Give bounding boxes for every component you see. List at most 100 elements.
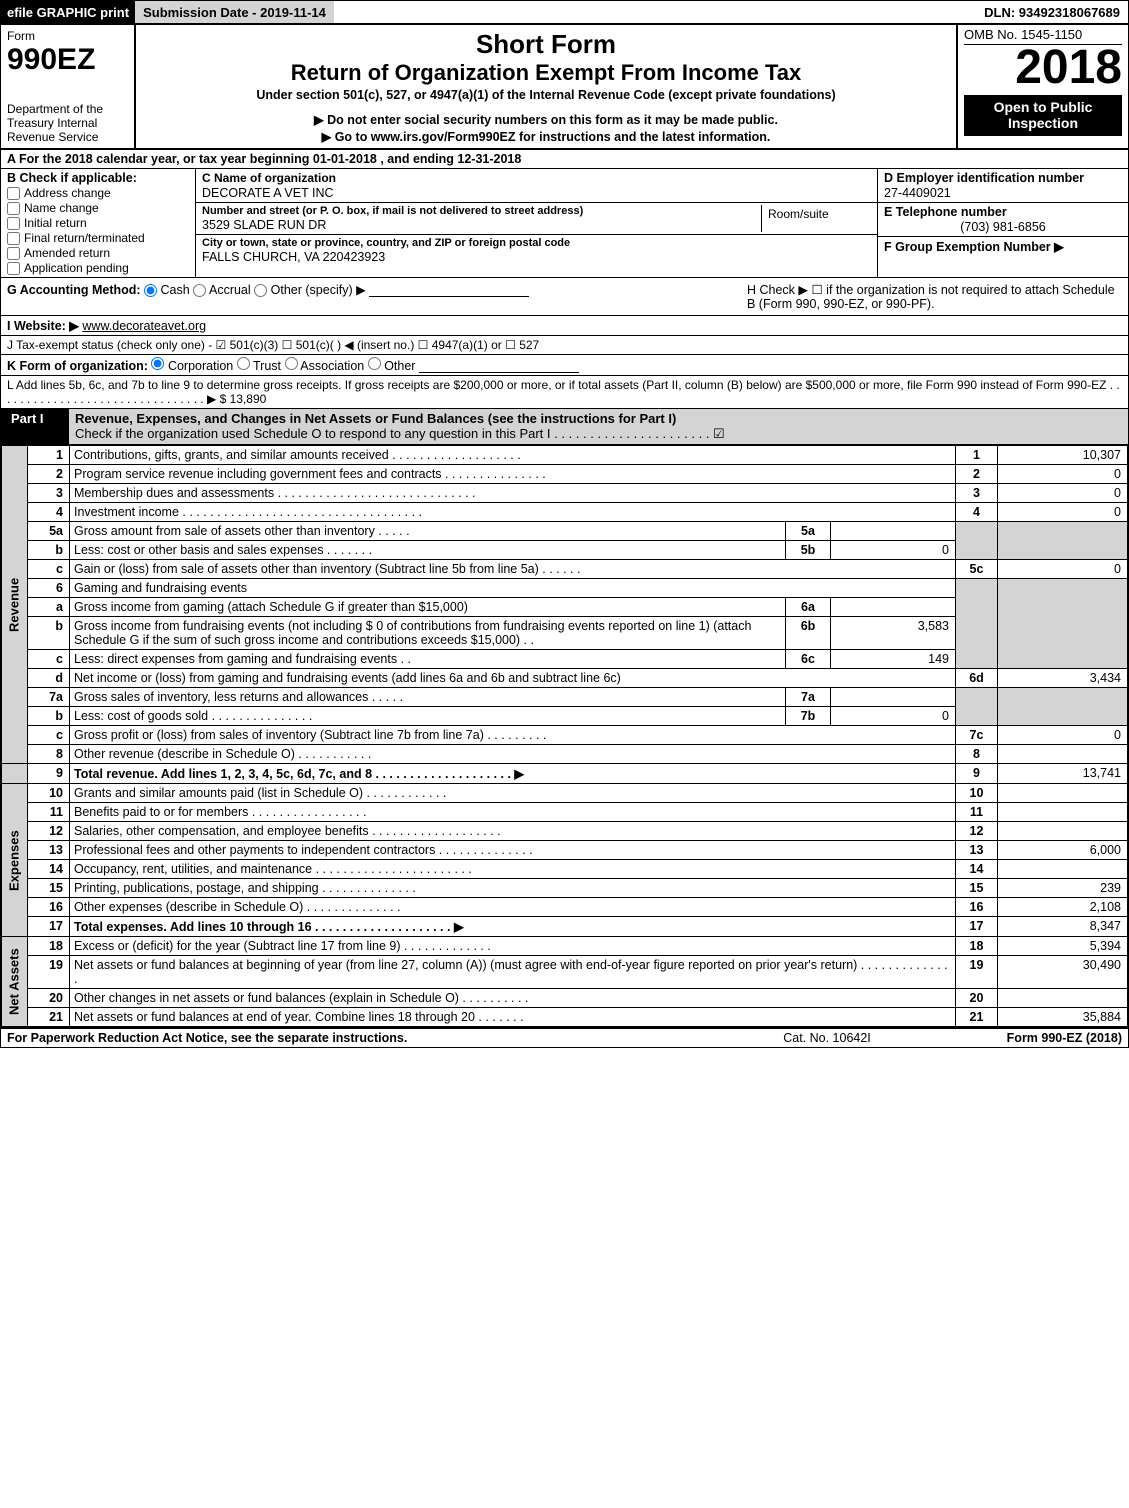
line-4-rval: 0 [998,503,1128,522]
line-21-rval: 35,884 [998,1008,1128,1027]
identity-block: B Check if applicable: Address change Na… [1,169,1128,278]
form-number: 990EZ [7,43,128,77]
line-11-desc: Benefits paid to or for members . . . . … [70,803,956,822]
line-9-rnum: 9 [956,764,998,784]
line-9-num: 9 [28,764,70,784]
row-i-website: I Website: ▶ www.decorateavet.org [1,316,1128,336]
table-row: 17 Total expenses. Add lines 10 through … [2,917,1128,937]
line-12-rnum: 12 [956,822,998,841]
efile-label: efile GRAPHIC print [1,1,135,23]
line-18-desc: Excess or (deficit) for the year (Subtra… [70,937,956,956]
line-8-desc: Other revenue (describe in Schedule O) .… [70,745,956,764]
goto-link[interactable]: ▶ Go to www.irs.gov/Form990EZ for instru… [146,129,946,144]
dln: DLN: 93492318067689 [976,1,1128,23]
line-5c-rval: 0 [998,560,1128,579]
line-7b-iv: 0 [831,707,956,726]
line-17-rval: 8,347 [998,917,1128,937]
line-17-desc: Total expenses. Add lines 10 through 16 … [70,917,956,937]
radio-assoc[interactable]: Association [285,359,365,373]
line-6-num: 6 [28,579,70,598]
table-row: 13 Professional fees and other payments … [2,841,1128,860]
org-name-label: C Name of organization [202,171,871,185]
line-13-rnum: 13 [956,841,998,860]
line-15-rval: 239 [998,879,1128,898]
chk-initial-return[interactable]: Initial return [7,216,189,230]
table-row: Expenses 10 Grants and similar amounts p… [2,784,1128,803]
radio-accrual[interactable]: Accrual [193,283,250,297]
chk-final-return[interactable]: Final return/terminated [7,231,189,245]
line-5b-num: b [28,541,70,560]
shade-7-val [998,688,1128,726]
line-6d-num: d [28,669,70,688]
line-13-num: 13 [28,841,70,860]
line-20-rnum: 20 [956,989,998,1008]
line-13-desc: Professional fees and other payments to … [70,841,956,860]
line-21-num: 21 [28,1008,70,1027]
line-5b-ib: 5b [786,541,831,560]
line-5a-ib: 5a [786,522,831,541]
website-url[interactable]: www.decorateavet.org [82,319,206,333]
chk-app-pending-label: Application pending [24,261,129,275]
table-row: 21 Net assets or fund balances at end of… [2,1008,1128,1027]
catalog-no: Cat. No. 10642I [712,1031,942,1045]
chk-amended[interactable]: Amended return [7,246,189,260]
line-10-num: 10 [28,784,70,803]
line-13-rval: 6,000 [998,841,1128,860]
table-row: Net Assets 18 Excess or (deficit) for th… [2,937,1128,956]
line-18-rval: 5,394 [998,937,1128,956]
line-17-num: 17 [28,917,70,937]
line-17-rnum: 17 [956,917,998,937]
line-6d-rval: 3,434 [998,669,1128,688]
line-19-num: 19 [28,956,70,989]
line-6a-iv [831,598,956,617]
chk-name-change[interactable]: Name change [7,201,189,215]
radio-other[interactable]: Other (specify) ▶ [254,283,366,297]
row-k-org-form: K Form of organization: Corporation Trus… [1,355,1128,376]
table-row: c Gross profit or (loss) from sales of i… [2,726,1128,745]
line-6b-ib: 6b [786,617,831,650]
city-label: City or town, state or province, country… [202,237,871,249]
chk-address-change[interactable]: Address change [7,186,189,200]
website-label: I Website: ▶ [7,319,79,333]
line-4-num: 4 [28,503,70,522]
line-16-desc: Other expenses (describe in Schedule O) … [70,898,956,917]
table-row: 5a Gross amount from sale of assets othe… [2,522,1128,541]
table-row: 14 Occupancy, rent, utilities, and maint… [2,860,1128,879]
chk-initial-return-label: Initial return [24,216,87,230]
line-15-rnum: 15 [956,879,998,898]
line-12-num: 12 [28,822,70,841]
street-label: Number and street (or P. O. box, if mail… [202,205,757,217]
radio-other-label: Other (specify) ▶ [271,283,366,297]
line-7a-desc: Gross sales of inventory, less returns a… [70,688,786,707]
street: 3529 SLADE RUN DR [202,218,757,232]
row-j-tax-exempt: J Tax-exempt status (check only one) - ☑… [1,336,1128,355]
radio-trust[interactable]: Trust [237,359,281,373]
ein-row: D Employer identification number 27-4409… [878,169,1128,203]
chk-app-pending[interactable]: Application pending [7,261,189,275]
part-i-header: Part I Revenue, Expenses, and Changes in… [1,409,1128,445]
line-8-rnum: 8 [956,745,998,764]
line-6c-desc: Less: direct expenses from gaming and fu… [70,650,786,669]
shade-6 [956,579,998,669]
subtitle: Under section 501(c), 527, or 4947(a)(1)… [146,88,946,102]
line-7b-ib: 7b [786,707,831,726]
line-20-rval [998,989,1128,1008]
return-title: Return of Organization Exempt From Incom… [146,60,946,86]
col-c: C Name of organization DECORATE A VET IN… [196,169,878,277]
org-name-row: C Name of organization DECORATE A VET IN… [196,169,877,203]
radio-corp[interactable]: Corporation [151,359,233,373]
radio-cash[interactable]: Cash [144,283,190,297]
line-5a-desc: Gross amount from sale of assets other t… [70,522,786,541]
other-specify-line[interactable] [369,283,529,297]
table-row: 7a Gross sales of inventory, less return… [2,688,1128,707]
radio-other-org[interactable]: Other [368,359,416,373]
radio-assoc-label: Association [300,359,364,373]
line-20-num: 20 [28,989,70,1008]
side-revenue-end [2,764,28,784]
line-7c-desc: Gross profit or (loss) from sales of inv… [70,726,956,745]
row-l-gross-receipts: L Add lines 5b, 6c, and 7b to line 9 to … [1,376,1128,409]
other-org-line[interactable] [419,359,579,373]
part-i-check: Check if the organization used Schedule … [75,426,725,441]
phone-label: E Telephone number [884,205,1122,219]
title-col: Short Form Return of Organization Exempt… [136,25,956,148]
